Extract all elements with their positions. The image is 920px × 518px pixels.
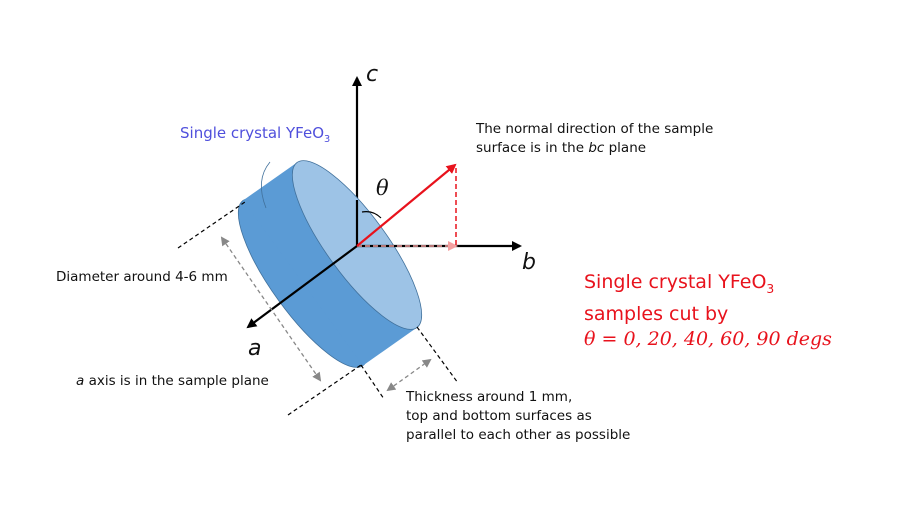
crystal-label: Single crystal YFeO3	[180, 124, 331, 145]
label-leader	[261, 161, 271, 209]
diameter-note: Diameter around 4-6 mm	[56, 269, 228, 285]
theta-label: θ	[376, 176, 389, 200]
normal-arrow	[356, 163, 457, 247]
normal-direction-note: The normal direction of the sample surfa…	[476, 121, 714, 156]
samples-summary: Single crystal YFeO3 samples cut by θ = …	[584, 271, 832, 350]
thickness-note: Thickness around 1 mm, top and bottom su…	[406, 389, 631, 443]
b-axis-label: b	[522, 250, 536, 275]
diameter-arrow	[220, 236, 322, 382]
a-axis-label: a	[248, 336, 262, 361]
theta-arc	[361, 211, 382, 219]
thickness-arrow	[386, 358, 432, 392]
c-axis-label: c	[366, 62, 379, 87]
a-axis-note: a axis is in the sample plane	[76, 373, 269, 389]
